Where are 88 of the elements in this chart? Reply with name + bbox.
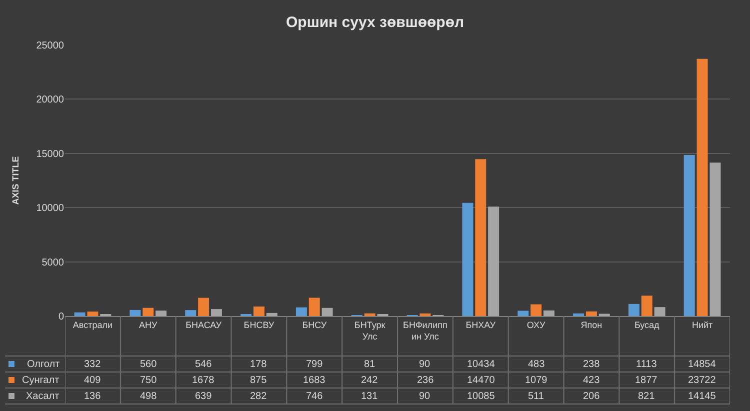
data-label: 546 — [195, 359, 212, 370]
bar — [364, 313, 376, 316]
y-tick-label: 20000 — [36, 94, 64, 106]
data-label: 483 — [528, 359, 546, 370]
data-label: 10434 — [467, 359, 496, 370]
bar — [142, 308, 154, 316]
data-label: 242 — [361, 375, 378, 386]
data-label: 799 — [306, 359, 324, 370]
x-tick-label: Япон — [580, 320, 602, 330]
x-tick-label: БНТурк Улс — [354, 320, 386, 342]
x-tick-label: ОХУ — [526, 320, 546, 330]
bar — [87, 312, 98, 316]
data-label: 332 — [84, 359, 102, 370]
bar — [210, 309, 222, 316]
data-label: 560 — [140, 359, 158, 370]
data-label: 136 — [84, 391, 102, 402]
legend-label: Сунгалт — [22, 375, 60, 386]
bar — [420, 313, 431, 316]
data-label: 1683 — [303, 375, 326, 386]
y-tick-label: 0 — [58, 312, 64, 322]
data-label: 90 — [419, 391, 431, 402]
data-label: 238 — [583, 359, 600, 370]
data-label: 14470 — [467, 375, 496, 386]
data-label: 1113 — [636, 359, 658, 370]
y-tick-label: 25000 — [36, 40, 64, 52]
y-tick-label: 10000 — [36, 203, 64, 214]
y-tick-label: 15000 — [36, 148, 64, 160]
data-label: 178 — [250, 359, 268, 370]
data-label: 81 — [364, 359, 376, 370]
data-label: 282 — [250, 391, 268, 402]
chart-title: Оршин суух зөвшөөрөл — [286, 14, 464, 31]
data-label: 409 — [84, 375, 102, 386]
data-label: 14854 — [688, 359, 716, 370]
x-tick-label: Нийт — [692, 320, 713, 330]
bar — [130, 310, 141, 316]
bar — [543, 310, 554, 316]
data-label: 423 — [583, 375, 600, 386]
bar — [74, 312, 86, 316]
x-tick-label: БНАСАУ — [186, 320, 222, 330]
y-axis-title: AXIS TITLE — [10, 156, 21, 205]
x-tick-label: Австрали — [72, 320, 113, 330]
bar — [156, 310, 167, 316]
legend-label: Олголт — [27, 359, 60, 370]
bar — [628, 304, 640, 316]
bar — [296, 307, 307, 316]
bar — [198, 298, 210, 316]
data-label: 639 — [195, 391, 212, 402]
data-label: 236 — [417, 375, 434, 386]
data-label: 821 — [638, 391, 656, 402]
legend-label: Хасалт — [26, 391, 60, 402]
y-tick-label: 5000 — [42, 257, 64, 268]
data-label: 1678 — [192, 375, 215, 386]
bar — [710, 162, 721, 316]
x-tick-label: Бусад — [634, 320, 660, 330]
data-label: 750 — [140, 375, 158, 386]
bar — [308, 298, 320, 316]
x-tick-label: БНСВУ — [244, 320, 274, 330]
x-tick-label: БНХАУ — [466, 320, 496, 330]
data-label: 498 — [140, 391, 158, 402]
data-label: 875 — [250, 375, 268, 386]
data-label: 1079 — [525, 375, 548, 386]
bar — [475, 159, 486, 316]
bar — [322, 308, 333, 316]
data-label: 206 — [583, 391, 600, 402]
bar — [518, 310, 529, 316]
bar — [266, 312, 278, 316]
bar — [641, 296, 652, 316]
bar — [253, 306, 264, 316]
x-tick-label: БНСУ — [302, 320, 327, 330]
data-label: 23722 — [688, 375, 716, 386]
bar — [573, 313, 584, 316]
bar — [696, 58, 708, 316]
bar — [530, 304, 542, 316]
bar — [684, 154, 695, 316]
bar — [488, 206, 500, 316]
data-label: 131 — [361, 391, 378, 402]
data-label: 746 — [306, 391, 324, 402]
bar — [185, 310, 196, 316]
x-tick-label: АНУ — [139, 320, 158, 330]
bar — [462, 202, 474, 316]
data-label: 90 — [419, 359, 431, 370]
x-tick-label: БНФилипп ин Улс — [403, 320, 448, 342]
data-label: 511 — [528, 391, 544, 402]
bar — [654, 307, 666, 316]
data-label: 10085 — [467, 391, 496, 402]
data-label: 14145 — [688, 391, 716, 402]
bar — [586, 311, 597, 316]
data-label: 1877 — [635, 375, 658, 386]
